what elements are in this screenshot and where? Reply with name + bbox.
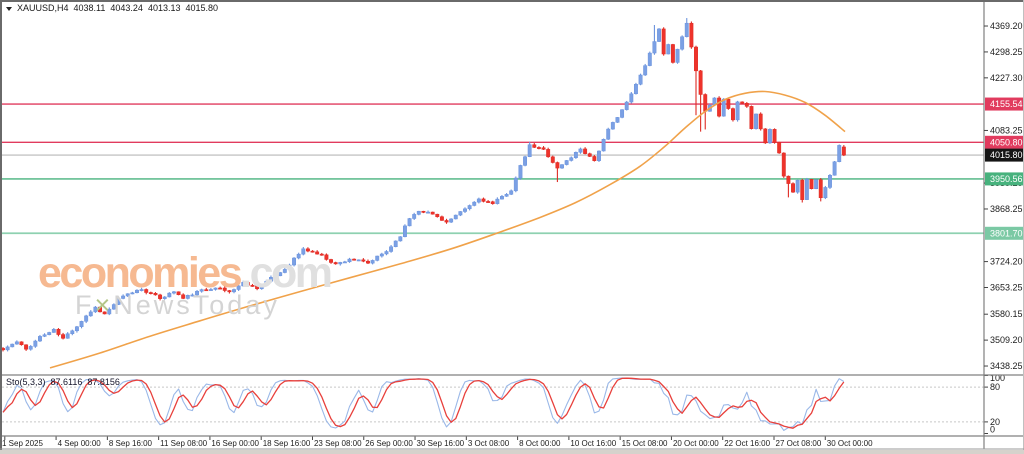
time-axis-label: 18 Sep 16:00 [263,439,311,448]
time-axis-label: 1 Sep 2025 [2,439,43,448]
high-value: 4043.24 [110,3,143,13]
time-axis-label: 11 Sep 08:00 [160,439,208,448]
svg-text:3801.70: 3801.70 [990,228,1023,238]
candles [1,18,846,352]
time-axis-label: 4 Sep 00:00 [58,439,102,448]
low-value: 4013.13 [147,3,181,13]
moving-average [49,90,846,369]
time-axis-label: 26 Sep 00:00 [365,439,413,448]
price-axis-label: 4298.25 [990,47,1023,57]
sto-k-value: 87.6116 [50,377,83,387]
sto-axis-label: 80 [990,382,1000,392]
level-lines[interactable] [2,103,984,235]
chart-ohlc-info: XAUUSD,H4 4038.11 4043.24 4013.13 4015.80 [6,3,218,13]
price-axis-label: 4083.25 [990,125,1023,135]
price-axis-label: 3868.25 [990,204,1023,214]
sto-name: Sto(5,3,3) [6,377,46,387]
time-axis-label: 8 Sep 16:00 [109,439,153,448]
price-axis-label: 4369.20 [990,21,1023,31]
open-value: 4038.11 [73,3,106,13]
time-axis-label: 8 Oct 00:00 [519,439,561,448]
time-axis-label: 30 Sep 16:00 [417,439,465,448]
time-axis-label: 15 Oct 08:00 [622,439,668,448]
sto-axis-label: 20 [990,417,1000,427]
price-axis-label: 4227.30 [990,73,1023,83]
price-axis-label: 3724.20 [990,257,1023,267]
price-axis-label: 3580.15 [990,309,1023,319]
time-axis-label: 3 Oct 08:00 [468,439,510,448]
time-axis-label: 30 Oct 00:00 [827,439,873,448]
svg-text:3950.56: 3950.56 [990,174,1023,184]
watermark-brand: economies.com [38,249,333,297]
symbol-period: XAUUSD,H4 [17,3,69,13]
price-badge-4015.80: 4015.80 [985,148,1023,162]
price-axis-label: 3653.25 [990,283,1023,293]
price-badge-3801.70: 3801.70 [985,226,1023,240]
sto-d-line [2,377,845,429]
price-axis-label: 3509.20 [990,335,1023,345]
time-axis[interactable]: 1 Sep 2025 4 Sep 00:00 8 Sep 16:00 11 Sep 0… [2,436,873,449]
watermark-tagline: F×NewsToday [75,290,280,320]
time-axis-label: 20 Oct 00:00 [673,439,719,448]
price-badge-4155.54: 4155.54 [985,97,1023,111]
time-axis-label: 22 Oct 16:00 [724,439,770,448]
ma-line [49,90,846,369]
sto-axis-label: 0 [990,425,995,435]
svg-text:4050.80: 4050.80 [990,137,1023,147]
svg-text:4015.80: 4015.80 [990,150,1023,160]
stochastic-label: Sto(5,3,3) 87.6116 87.8156 [6,377,125,387]
sto-k-line [2,377,845,431]
svg-text:4155.54: 4155.54 [990,99,1023,109]
close-value: 4015.80 [185,3,219,13]
time-axis-label: 27 Oct 08:00 [776,439,822,448]
price-axis[interactable]: 3939.204369.204298.254227.304083.253868.… [983,2,1023,449]
time-axis-label: 23 Sep 08:00 [314,439,362,448]
sto-axis-label: 100 [990,373,1005,383]
price-badge-3950.56: 3950.56 [985,172,1023,186]
watermark-x-icon: × [94,290,114,320]
chart-menu-arrow-icon[interactable] [6,6,12,11]
price-axis-label: 3438.25 [990,361,1023,371]
time-axis-label: 10 Oct 16:00 [570,439,616,448]
price-badge-4050.80: 4050.80 [985,135,1023,149]
time-axis-label: 16 Sep 00:00 [211,439,259,448]
sto-d-value: 87.8156 [87,377,120,387]
